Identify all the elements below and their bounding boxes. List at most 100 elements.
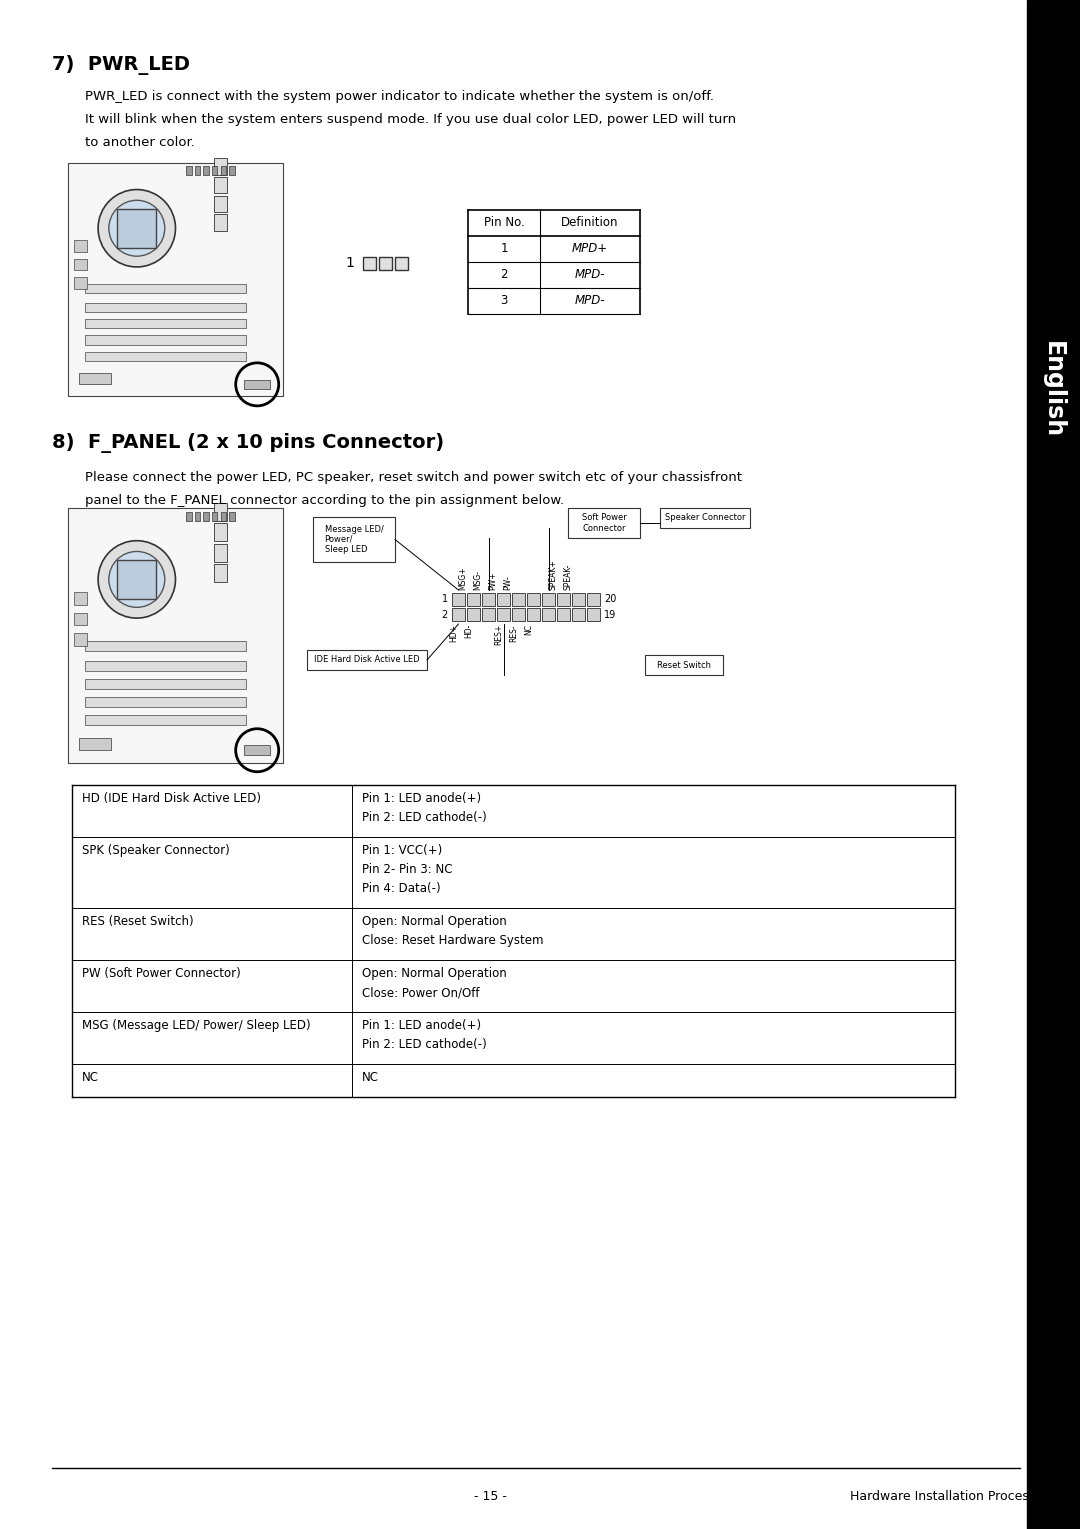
Bar [214,214,227,231]
Text: Close: Power On/Off: Close: Power On/Off [362,986,480,998]
Bar [214,196,227,213]
Text: Pin 1: LED anode(+): Pin 1: LED anode(+) [362,1018,481,1032]
Circle shape [109,552,165,607]
Text: 7)  PWR_LED: 7) PWR_LED [52,55,190,75]
Bar [572,593,585,605]
Text: Close: Reset Hardware System: Close: Reset Hardware System [362,934,543,946]
Bar [572,609,585,621]
Text: Please connect the power LED, PC speaker, reset switch and power switch etc of y: Please connect the power LED, PC speaker… [85,471,742,485]
Bar [85,714,246,725]
Text: HD+: HD+ [449,624,459,642]
Bar [85,679,246,690]
Bar [203,512,208,521]
Bar [527,593,540,605]
Text: 2: 2 [500,269,508,281]
Bar [186,512,191,521]
Bar [527,609,540,621]
Text: PW+: PW+ [488,572,498,590]
Bar [214,544,227,561]
Bar [79,373,111,384]
Text: Pin 1: VCC(+): Pin 1: VCC(+) [362,844,442,856]
Bar [244,379,270,388]
Bar [212,167,217,174]
Bar [645,654,723,674]
Text: MSG-: MSG- [473,570,483,590]
Bar [453,609,465,621]
Bar [557,593,570,605]
Text: SPK (Speaker Connector): SPK (Speaker Connector) [82,844,230,856]
Bar [557,609,570,621]
Bar [194,167,200,174]
Text: 20: 20 [604,595,617,604]
Bar [68,164,283,396]
Bar [85,284,246,294]
Bar [75,258,87,271]
Text: NC: NC [362,1070,379,1084]
Bar [214,523,227,541]
Bar [512,593,525,605]
Text: Open: Normal Operation: Open: Normal Operation [362,914,507,928]
Bar [313,517,395,563]
Bar [497,609,510,621]
Bar [512,609,525,621]
Bar [85,661,246,671]
Text: Open: Normal Operation: Open: Normal Operation [362,966,507,980]
Text: RES+: RES+ [495,624,503,645]
Bar [482,593,495,605]
Text: 2: 2 [442,610,448,619]
Bar [214,564,227,583]
Bar [229,512,234,521]
Text: PW (Soft Power Connector): PW (Soft Power Connector) [82,966,241,980]
Text: 3: 3 [500,295,508,307]
Text: SPEAK+: SPEAK+ [549,560,557,590]
Text: English: English [1041,341,1065,439]
Circle shape [98,190,175,268]
Bar [85,697,246,706]
Text: panel to the F_PANEL connector according to the pin assignment below.: panel to the F_PANEL connector according… [85,494,564,508]
Text: Pin 2: LED cathode(-): Pin 2: LED cathode(-) [362,1038,487,1050]
Text: MSG+: MSG+ [459,566,468,590]
Text: Pin No.: Pin No. [484,217,525,229]
Bar [203,167,208,174]
Bar [75,277,87,289]
Text: RES-: RES- [510,624,518,642]
Bar [75,592,87,605]
Bar [75,633,87,645]
Text: Speaker Connector: Speaker Connector [665,514,745,523]
Bar [497,593,510,605]
Text: Reset Switch: Reset Switch [657,661,711,670]
Text: IDE Hard Disk Active LED: IDE Hard Disk Active LED [314,656,420,665]
Text: 1: 1 [345,255,354,271]
Text: Message LED/
Power/
Sleep LED: Message LED/ Power/ Sleep LED [325,524,383,555]
Text: 8)  F_PANEL (2 x 10 pins Connector): 8) F_PANEL (2 x 10 pins Connector) [52,433,444,453]
Bar [568,508,640,538]
Bar [85,320,246,329]
Bar [118,560,157,599]
Bar [212,512,217,521]
Bar [467,609,480,621]
Bar [542,609,555,621]
Bar [660,508,750,528]
Bar [482,609,495,621]
Text: It will blink when the system enters suspend mode. If you use dual color LED, po: It will blink when the system enters sus… [85,113,737,125]
Text: 1: 1 [442,595,448,604]
Text: MPD-: MPD- [575,295,605,307]
Bar [588,593,600,605]
Bar [79,737,111,751]
Text: MSG (Message LED/ Power/ Sleep LED): MSG (Message LED/ Power/ Sleep LED) [82,1018,311,1032]
Bar [85,303,246,312]
Bar [85,335,246,344]
Bar [363,257,376,271]
Circle shape [98,541,175,618]
Text: to another color.: to another color. [85,136,194,148]
Bar [214,177,227,193]
Text: HD (IDE Hard Disk Active LED): HD (IDE Hard Disk Active LED) [82,792,261,804]
Bar [467,593,480,605]
Bar [85,641,246,651]
Text: 19: 19 [604,610,617,619]
Text: 1: 1 [500,243,508,255]
Text: SPEAK-: SPEAK- [564,564,572,590]
Text: NC: NC [82,1070,99,1084]
Text: PW-: PW- [503,575,513,590]
Bar [220,512,226,521]
